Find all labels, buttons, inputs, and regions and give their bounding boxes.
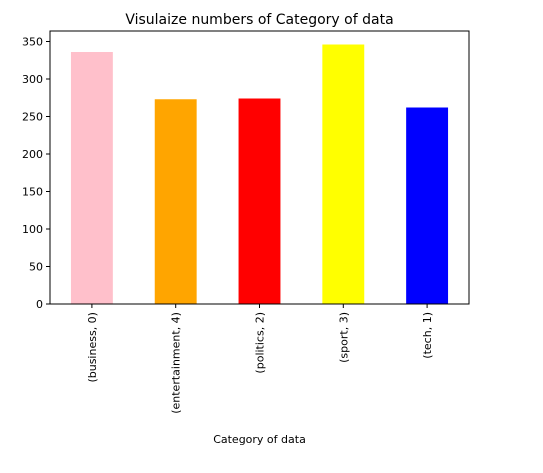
bar-2 bbox=[238, 98, 281, 304]
y-tick-label: 250 bbox=[22, 111, 43, 124]
y-tick-label: 300 bbox=[22, 73, 43, 86]
x-tick-label: (tech, 1) bbox=[421, 312, 434, 359]
x-axis-label: Category of data bbox=[213, 433, 306, 446]
bar-4 bbox=[406, 107, 449, 304]
bars-group bbox=[70, 44, 449, 304]
x-tick-label: (business, 0) bbox=[86, 312, 99, 383]
bar-3 bbox=[322, 44, 365, 304]
plot-frame bbox=[49, 30, 470, 305]
chart-title: Visulaize numbers of Category of data bbox=[125, 12, 393, 28]
y-tick-label: 200 bbox=[22, 148, 43, 161]
bar-0 bbox=[70, 52, 113, 304]
bar-1 bbox=[154, 99, 197, 304]
y-tick-label: 150 bbox=[22, 186, 43, 199]
x-tick-label: (sport, 3) bbox=[337, 312, 350, 363]
y-axis: 0 50 100 150 200 250 300 350 bbox=[22, 36, 50, 311]
x-axis: (business, 0) (entertainment, 4) (politics… bbox=[86, 304, 434, 414]
y-tick-label: 0 bbox=[36, 298, 43, 311]
x-tick-label: (politics, 2) bbox=[254, 312, 267, 374]
y-tick-label: 100 bbox=[22, 223, 43, 236]
x-tick-label: (entertainment, 4) bbox=[170, 312, 183, 414]
y-tick-label: 350 bbox=[22, 36, 43, 49]
y-tick-label: 50 bbox=[29, 261, 43, 274]
